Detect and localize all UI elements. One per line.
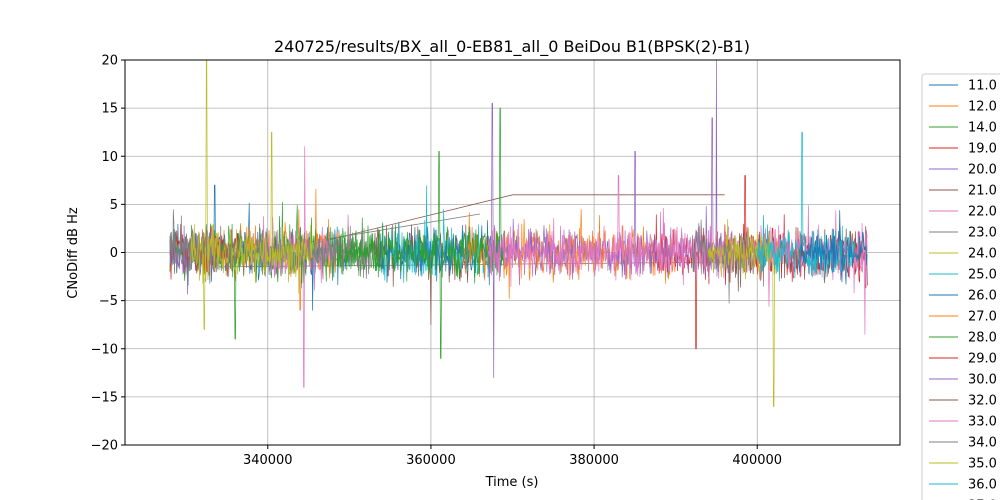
y-axis-label: CNoDiff dB Hz [66,207,81,299]
legend-label: 14.0 [968,121,997,136]
legend-label: 36.0 [968,478,997,493]
y-axis-ticks: −20 −15 −10 −5 0 5 10 15 20 [91,54,125,454]
x-axis-label: Time (s) [485,475,539,490]
series-line-37.0 [797,209,868,285]
series-line-28.0 [336,107,505,359]
trend-line [186,213,480,263]
y-tick-label: 15 [101,102,118,117]
x-axis-ticks: 340000 360000 380000 400000 [243,445,782,468]
legend-label: 32.0 [968,394,997,409]
legend-label: 12.0 [968,100,997,115]
legend-label: 24.0 [968,247,997,262]
y-tick-label: −10 [91,342,118,357]
legend-label: 20.0 [968,163,997,178]
legend-label: 34.0 [968,436,997,451]
legend-box [921,73,1000,500]
chart-title: 240725/results/BX_all_0-EB81_all_0 BeiDo… [274,37,750,57]
legend-label: 25.0 [968,268,997,283]
series-layer [169,60,868,407]
legend-label: 28.0 [968,331,997,346]
legend-label: 22.0 [968,205,997,220]
legend-label: 30.0 [968,373,997,388]
x-tick-label: 340000 [243,453,293,468]
y-tick-label: −15 [91,390,118,405]
legend-label: 37.0 [968,499,997,500]
legend-label: 35.0 [968,457,997,472]
trend-line [316,194,725,244]
y-tick-label: 10 [101,150,118,165]
x-tick-label: 380000 [569,453,619,468]
legend-label: 23.0 [968,226,997,241]
series-line-26.0 [377,220,509,286]
y-tick-label: 5 [110,198,118,213]
y-tick-label: −5 [99,294,118,309]
legend-label: 26.0 [968,289,997,304]
legend-label: 29.0 [968,352,997,367]
y-tick-label: 20 [101,54,118,69]
legend-label: 33.0 [968,415,997,430]
x-tick-label: 400000 [732,453,782,468]
y-tick-label: −20 [91,439,118,454]
legend: 11.0 12.0 14.0 19.0 20.0 21.0 22.0 23.0 24.0 25.0… [921,73,1000,500]
legend-label: 21.0 [968,184,997,199]
legend-label: 19.0 [968,142,997,157]
series-line-24.0 [189,60,313,330]
legend-label: 11.0 [968,79,997,94]
y-tick-label: 0 [110,246,118,261]
series-line-33.0 [487,175,868,335]
series-line-35.0 [707,219,782,407]
legend-label: 27.0 [968,310,997,325]
x-tick-label: 360000 [406,453,456,468]
